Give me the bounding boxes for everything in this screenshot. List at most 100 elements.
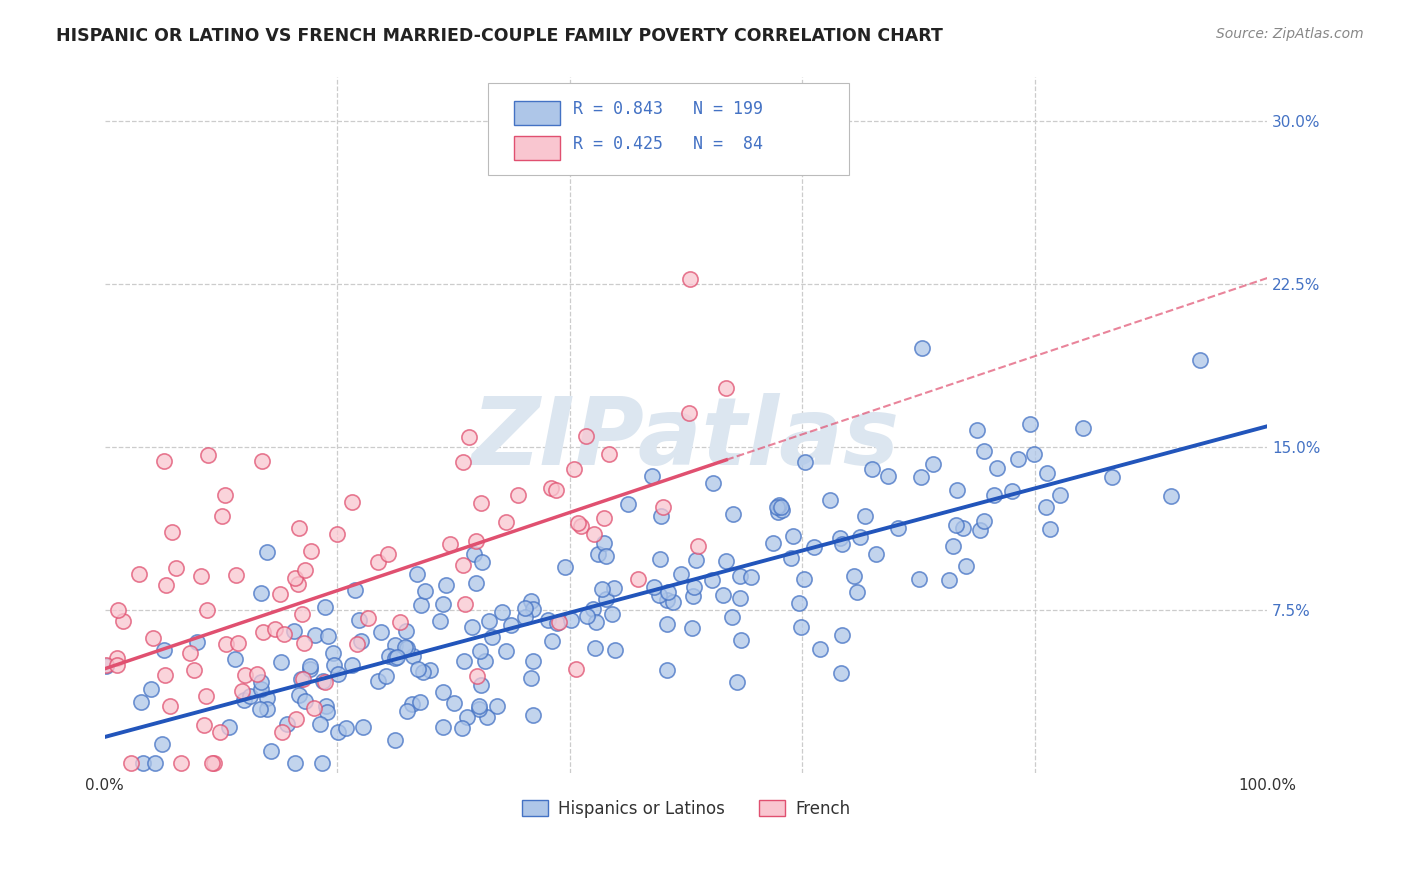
Point [401,698,423,712]
Point [688,539,710,553]
Point [294,563,316,577]
Text: ZIPatlas: ZIPatlas [472,393,900,485]
Point [231,683,253,698]
Point [540,481,562,495]
Point [378,648,401,663]
Point [249,702,271,716]
Point [276,717,298,731]
Point [831,537,853,551]
Point [314,674,336,689]
Point [617,497,640,511]
Point [406,566,429,581]
Point [139,681,162,696]
Point [702,573,724,587]
Legend: Hispanics or Latinos, French: Hispanics or Latinos, French [515,793,858,824]
Point [1001,483,1024,498]
Point [955,558,977,573]
Point [650,552,672,566]
Point [160,525,183,540]
Point [288,688,311,702]
Point [256,545,278,559]
Point [554,560,576,574]
Point [650,508,672,523]
Point [662,595,685,609]
Point [443,696,465,710]
Point [540,634,562,648]
Point [434,578,457,592]
Point [1101,470,1123,484]
Point [120,756,142,770]
Point [769,500,792,514]
Point [429,615,451,629]
Point [768,498,790,512]
Point [153,668,176,682]
Point [159,698,181,713]
Point [208,725,231,739]
Point [562,462,585,476]
Point [346,637,368,651]
Point [794,455,817,469]
Point [641,468,664,483]
Point [270,724,292,739]
Point [569,518,592,533]
Point [325,526,347,541]
Point [456,710,478,724]
Point [388,615,411,630]
Point [730,632,752,647]
Point [256,701,278,715]
Point [270,656,292,670]
Point [495,515,517,529]
Point [793,572,815,586]
Point [367,555,389,569]
Point [291,607,314,622]
Point [627,572,650,586]
Point [304,701,326,715]
Point [853,509,876,524]
Point [945,517,967,532]
Point [312,674,335,689]
Point [522,654,544,668]
Point [565,662,588,676]
Point [260,744,283,758]
Point [226,635,249,649]
Point [316,705,339,719]
Point [603,581,626,595]
Point [595,549,617,564]
Point [922,457,945,471]
Point [195,603,218,617]
Point [546,483,568,497]
Point [766,500,789,515]
Point [681,621,703,635]
Point [463,547,485,561]
Point [292,636,315,650]
Point [910,470,932,484]
Point [394,640,416,655]
Point [537,613,560,627]
Point [299,662,322,676]
Point [583,527,606,541]
Point [1024,447,1046,461]
Point [887,521,910,535]
Point [585,615,607,629]
Point [723,507,745,521]
Point [454,597,477,611]
Point [375,669,398,683]
Point [347,614,370,628]
Point [250,454,273,468]
Point [249,586,271,600]
Point [593,511,616,525]
Point [105,657,128,672]
Point [396,704,419,718]
Point [973,444,995,458]
Point [432,685,454,699]
Point [384,732,406,747]
Point [194,689,217,703]
Point [471,555,494,569]
Point [343,582,366,597]
FancyBboxPatch shape [515,101,561,125]
Text: R = 0.843   N = 199: R = 0.843 N = 199 [574,100,763,118]
Point [406,662,429,676]
Point [269,587,291,601]
Point [547,615,569,629]
Point [193,717,215,731]
